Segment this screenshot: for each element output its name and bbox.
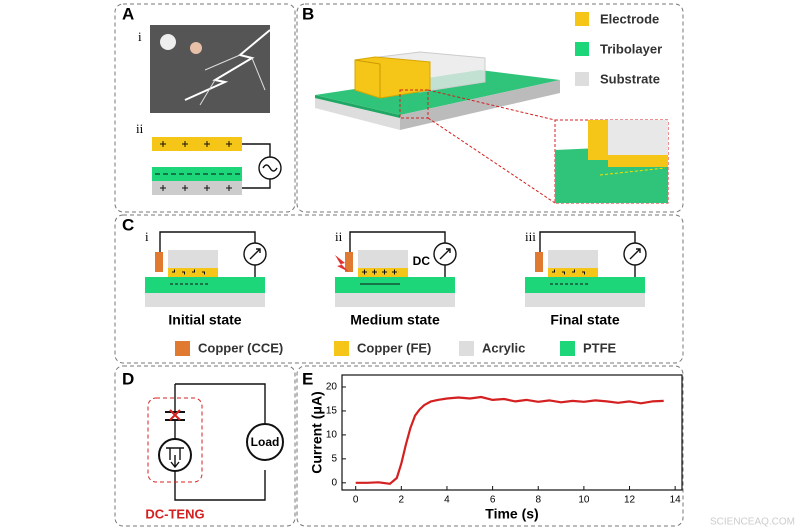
panel-a-frame <box>114 3 296 213</box>
caption: DC-TENG <box>145 506 204 521</box>
meter-needle <box>629 248 641 260</box>
ptfe <box>335 277 455 293</box>
part-label: i <box>145 229 149 244</box>
x-tick-label: 6 <box>490 495 496 506</box>
charges <box>360 269 400 285</box>
y-tick-label: 5 <box>331 453 337 464</box>
electrode-cce <box>155 252 163 272</box>
substrate <box>145 293 265 307</box>
acrylic <box>358 250 408 268</box>
charges <box>550 269 590 285</box>
y-tick-label: 10 <box>326 430 338 441</box>
part-label: i <box>138 29 142 44</box>
legend-text: Acrylic <box>482 340 525 355</box>
chart: 0 2 4 6 8 10 12 14 0 5 10 15 20 Time (s) Current (μA) <box>309 374 683 522</box>
state-name: Medium state <box>350 312 440 328</box>
part-label: ii <box>335 229 343 244</box>
panel-b-frame <box>296 3 684 213</box>
panel-c-frame <box>114 214 684 364</box>
electrode-cce <box>345 252 353 272</box>
acrylic <box>548 250 598 268</box>
x-tick-label: 4 <box>444 495 450 506</box>
x-axis-label: Time (s) <box>485 506 538 522</box>
charge-diagram <box>152 137 282 195</box>
acrylic <box>168 250 218 268</box>
y-tick-label: 0 <box>331 477 337 488</box>
device-3d <box>315 51 669 204</box>
watermark: SCIENCEAQ.COM <box>710 517 795 528</box>
part-label: ii <box>136 121 144 136</box>
y-tick-label: 20 <box>326 382 338 393</box>
legend-c: Copper (CCE) Copper (FE) Acrylic PTFE <box>175 340 617 356</box>
substrate <box>335 293 455 307</box>
x-tick-label: 2 <box>399 495 405 506</box>
meter-needle <box>439 248 451 260</box>
panel-label: A <box>122 4 134 23</box>
legend-text: Copper (CCE) <box>198 340 283 355</box>
state-name: Final state <box>550 312 619 328</box>
panel-e-frame <box>296 365 684 527</box>
legend-text: Tribolayer <box>600 41 662 56</box>
y-tick-label: 15 <box>326 406 338 417</box>
x-tick-label: 8 <box>535 495 541 506</box>
legend-b: Electrode Tribolayer Substrate <box>575 11 662 86</box>
part-label: iii <box>525 229 536 244</box>
legend-text: Substrate <box>600 71 660 86</box>
x-tick-label: 12 <box>624 495 636 506</box>
ptfe <box>525 277 645 293</box>
panel-d-frame <box>114 365 296 527</box>
y-axis-label: Current (μA) <box>309 391 325 473</box>
lightning-photo <box>150 25 271 113</box>
plot-frame <box>341 374 683 491</box>
circuit-d: Load DC-TENG <box>145 383 284 521</box>
meter-label: DC <box>413 254 431 268</box>
electrode-cce <box>535 252 543 272</box>
states: i Initial state ii DC Medium state iii Final s… <box>145 229 647 328</box>
legend-text: Copper (FE) <box>357 340 431 355</box>
load-label: Load <box>251 435 280 449</box>
panel-label: D <box>122 369 134 388</box>
panel-label: E <box>302 369 313 388</box>
ptfe <box>145 277 265 293</box>
legend-text: PTFE <box>583 340 617 355</box>
meter-needle <box>249 248 261 260</box>
state-name: Initial state <box>168 312 241 328</box>
panel-label: C <box>122 215 134 234</box>
spark <box>335 255 349 272</box>
data-line <box>355 395 664 485</box>
panel-label: B <box>302 4 314 23</box>
x-tick-label: 14 <box>670 495 682 506</box>
charges <box>170 269 210 285</box>
x-tick-label: 10 <box>578 495 590 506</box>
x-tick-label: 0 <box>353 495 359 506</box>
substrate <box>525 293 645 307</box>
legend-text: Electrode <box>600 11 659 26</box>
